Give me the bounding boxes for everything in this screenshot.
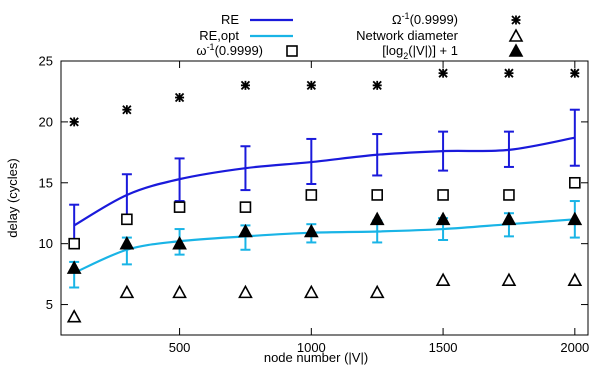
log2-point xyxy=(119,235,135,250)
omega_inv-point xyxy=(437,189,449,201)
log2-point xyxy=(369,211,385,226)
y-tick-label: 25 xyxy=(39,54,53,69)
series-Omega_inv xyxy=(69,68,580,127)
omega_inv-point xyxy=(173,201,186,213)
log2-point xyxy=(435,211,451,226)
plot-area xyxy=(66,68,583,323)
log2-point xyxy=(66,260,82,274)
x-tick-label: 2000 xyxy=(560,340,589,355)
omega_inv-point xyxy=(569,176,581,189)
y-axis-label: delay (cycles) xyxy=(5,158,20,237)
omega_inv-point xyxy=(503,189,515,201)
diameter-point xyxy=(172,284,187,299)
Omega_inv-point xyxy=(504,68,514,78)
legend-item-omega_inv: ω-1(0.9999) xyxy=(196,42,298,58)
legend-sample-omega_inv xyxy=(286,45,298,57)
log2-point xyxy=(238,223,253,238)
legend-label-Omega_inv: Ω-1(0.9999) xyxy=(392,11,458,27)
x-tick-label: 500 xyxy=(169,340,191,355)
re-line xyxy=(73,136,576,227)
legend-label-re: RE xyxy=(221,12,239,27)
omega_inv-point xyxy=(239,201,252,213)
legend-label-re_opt: RE,opt xyxy=(199,28,239,43)
log2-point xyxy=(303,223,319,238)
Omega_inv-point xyxy=(174,92,185,103)
omega_inv-point xyxy=(371,189,384,201)
Omega_inv-point xyxy=(372,80,382,90)
log2-point xyxy=(172,235,187,250)
legend-label-omega_inv: ω-1(0.9999) xyxy=(196,42,263,58)
omega_inv-point xyxy=(121,213,133,226)
log2-point xyxy=(567,211,583,226)
legend-label-diameter: Network diameter xyxy=(356,28,459,43)
legend-sample-diameter xyxy=(508,28,524,42)
y-tick-label: 5 xyxy=(46,297,53,312)
diameter-point xyxy=(501,272,517,287)
x-tick-label: 1500 xyxy=(429,340,458,355)
y-tick-label: 15 xyxy=(39,175,53,190)
legend-item-Omega_inv: Ω-1(0.9999) xyxy=(392,11,521,27)
x-tick-label: 1000 xyxy=(297,340,326,355)
diameter-point xyxy=(119,284,135,299)
legend-item-diameter: Network diameter xyxy=(356,28,524,43)
x-axis-label: node number (|V|) xyxy=(264,350,368,365)
Omega_inv-point xyxy=(122,105,132,115)
diameter-point xyxy=(303,284,319,299)
legend-item-re_opt: RE,opt xyxy=(199,28,293,43)
Omega_inv-point xyxy=(438,68,448,78)
omega_inv-point xyxy=(305,189,318,201)
Omega_inv-point xyxy=(240,80,251,90)
diameter-point xyxy=(435,272,451,287)
series-log2 xyxy=(66,211,583,274)
legend-label-log2: [log2(|V|)] + 1 xyxy=(382,43,458,61)
Omega_inv-point xyxy=(570,68,580,78)
legend-sample-log2 xyxy=(508,43,524,57)
legend-sample-Omega_inv xyxy=(511,15,521,25)
re_opt-line xyxy=(73,218,575,274)
diameter-point xyxy=(238,284,253,299)
plot-frame xyxy=(60,60,589,336)
series-re_opt xyxy=(69,200,580,289)
y-tick-label: 10 xyxy=(39,236,53,251)
legend-item-re: RE xyxy=(221,12,293,27)
series-omega_inv xyxy=(68,176,581,250)
log2-point xyxy=(501,211,517,226)
series-diameter xyxy=(66,272,583,323)
Omega_inv-point xyxy=(306,80,316,90)
axes xyxy=(60,60,589,336)
diameter-point xyxy=(66,309,82,323)
y-tick-label: 20 xyxy=(39,114,53,129)
axis-ticks: 500 1000 1500 2000 5 10 15 20 25 xyxy=(39,54,590,356)
diameter-point xyxy=(369,284,385,299)
Omega_inv-point xyxy=(69,117,79,127)
omega_inv-point xyxy=(68,237,80,250)
legend-item-log2: [log2(|V|)] + 1 xyxy=(382,43,524,61)
diameter-point xyxy=(567,272,583,287)
